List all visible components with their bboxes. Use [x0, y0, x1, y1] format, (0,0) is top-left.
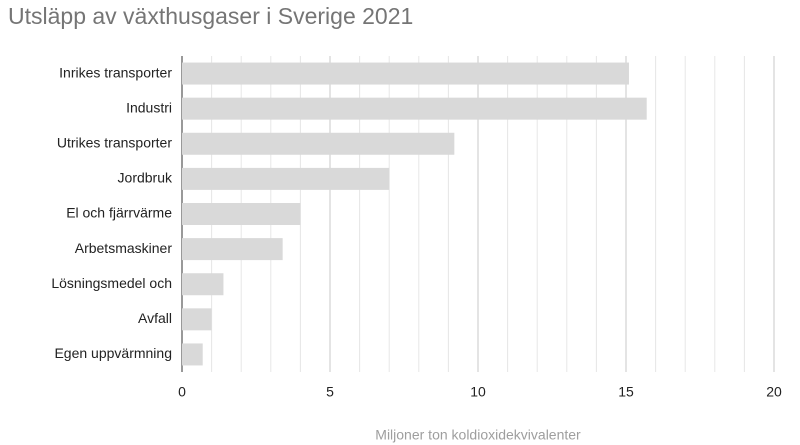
- bar: [182, 62, 629, 85]
- y-tick-label: El och fjärrvärme: [66, 205, 172, 221]
- x-tick-label: 10: [470, 384, 486, 400]
- bar: [182, 132, 455, 155]
- y-tick-label: Inrikes transporter: [59, 64, 172, 80]
- x-tick-label: 20: [766, 384, 782, 400]
- x-tick-label: 15: [618, 384, 634, 400]
- y-tick-label: Egen uppvärmning: [54, 345, 172, 361]
- x-tick-label: 5: [326, 384, 334, 400]
- bar: [182, 97, 647, 120]
- bar: [182, 308, 212, 331]
- y-tick-label: Industri: [126, 99, 172, 115]
- y-tick-label: Lösningsmedel och: [51, 275, 172, 291]
- y-tick-label: Utrikes transporter: [57, 134, 172, 150]
- x-tick-label: 0: [178, 384, 186, 400]
- y-tick-label: Arbetsmaskiner: [75, 240, 173, 256]
- bar: [182, 343, 203, 366]
- chart-title: Utsläpp av växthusgaser i Sverige 2021: [8, 3, 413, 29]
- y-tick-label: Jordbruk: [118, 170, 173, 186]
- bar: [182, 273, 224, 296]
- bar: [182, 203, 301, 225]
- bar: [182, 238, 283, 261]
- bar: [182, 167, 390, 190]
- x-axis-label: Miljoner ton koldioxidekvivalenter: [375, 427, 581, 443]
- y-tick-label: Avfall: [138, 310, 172, 326]
